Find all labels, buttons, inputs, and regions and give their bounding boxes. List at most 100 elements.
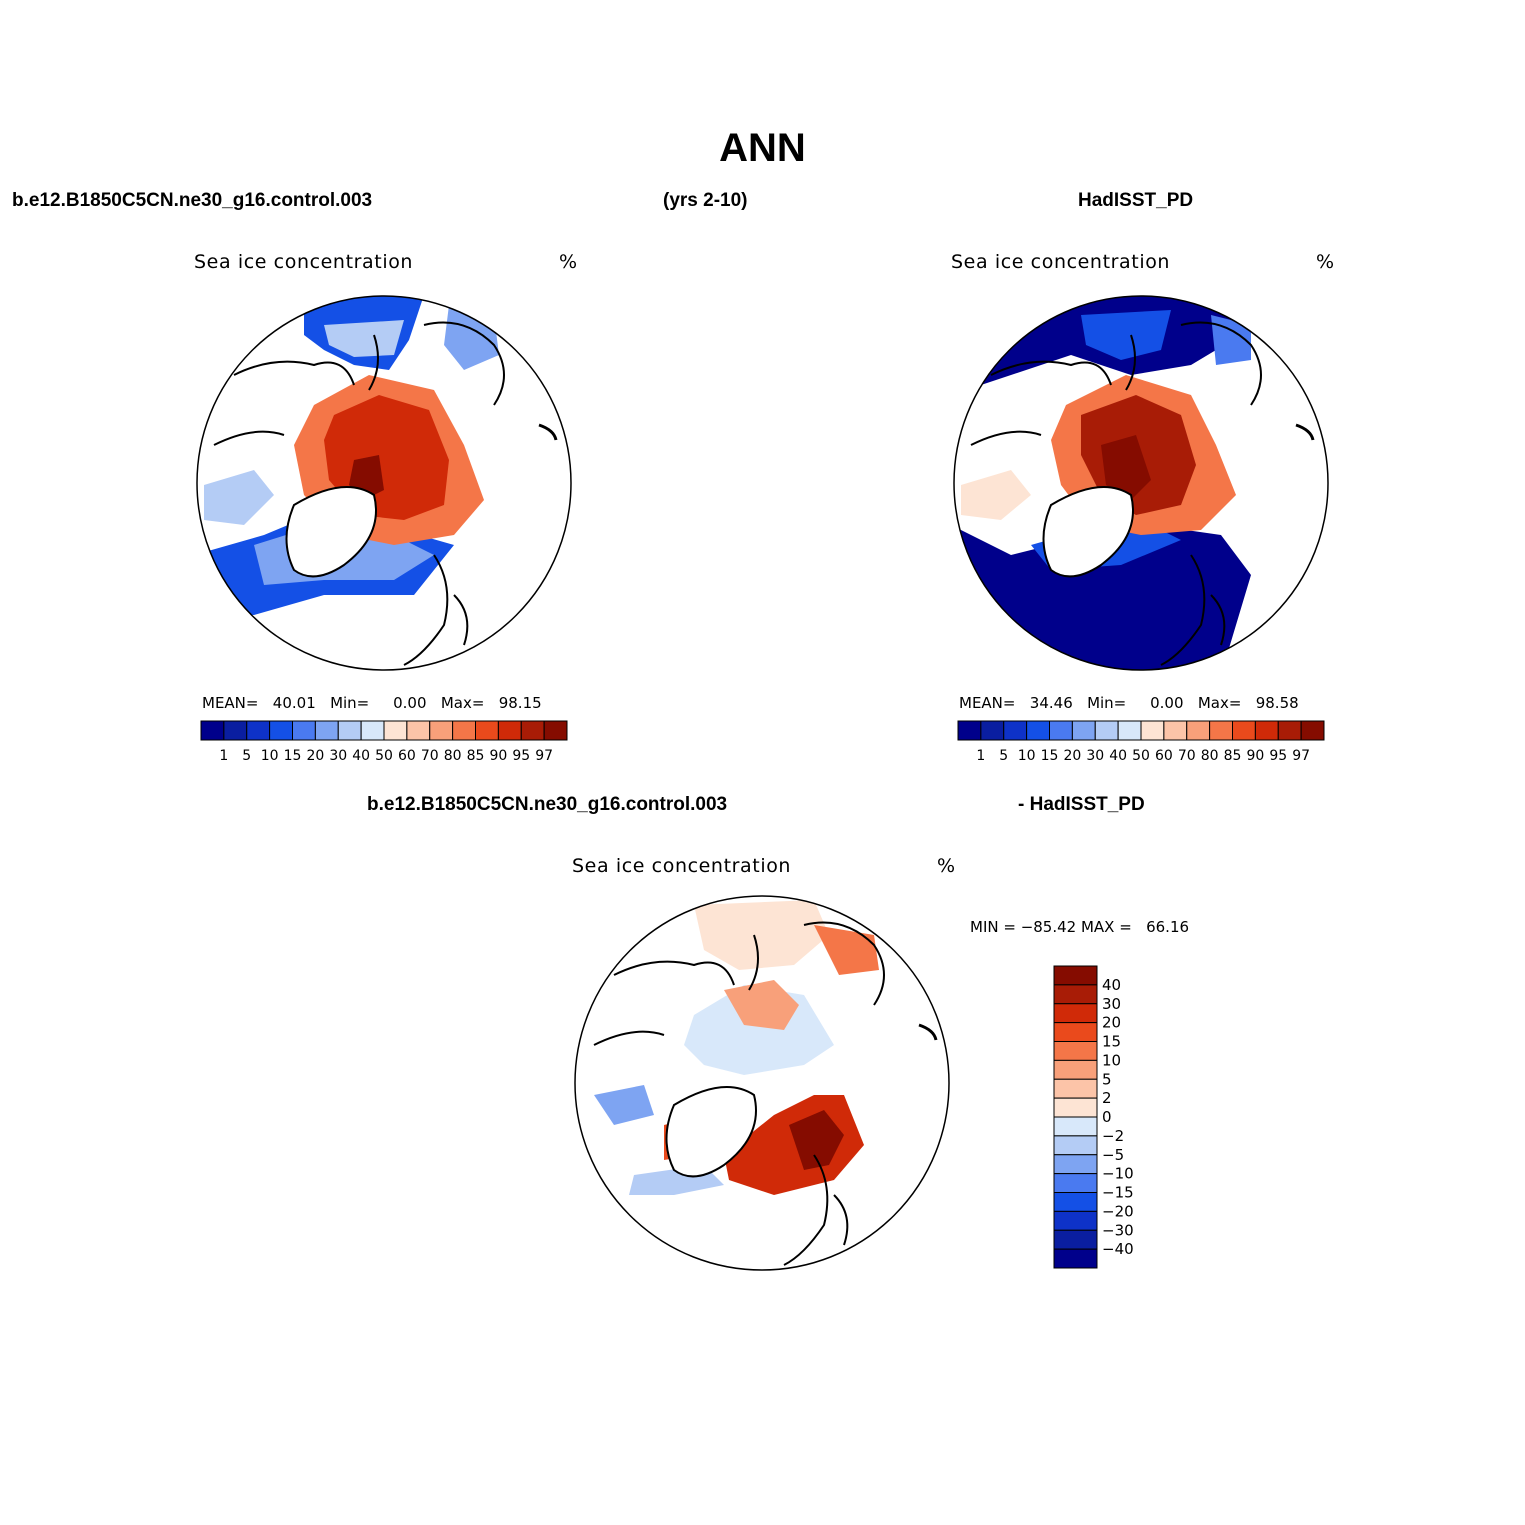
- greenland-outline: [1042, 486, 1134, 578]
- diff-field-title: Sea ice concentration: [572, 855, 792, 877]
- colorbar-swatch: [1186, 720, 1211, 741]
- colorbar-swatch: [200, 720, 225, 741]
- colorbar-swatch: [429, 720, 454, 741]
- scandinavia-outline: [403, 554, 469, 666]
- okhotsk-diff: [814, 925, 879, 975]
- model-polar-map: [196, 295, 572, 671]
- years-header: (yrs 2-10): [663, 190, 748, 211]
- panel1-max: 98.15: [498, 694, 542, 712]
- colorbar-tick-label: 85: [1224, 748, 1242, 764]
- colorbar-tick-label: −20: [1102, 1202, 1134, 1220]
- colorbar-tick-label: 90: [489, 748, 507, 764]
- colorbar-swatch: [980, 720, 1005, 741]
- baffin-ice: [204, 470, 274, 525]
- colorbar-swatch: [314, 720, 339, 741]
- colorbar-swatch: [1277, 720, 1302, 741]
- scandinavia-outline: [783, 1154, 849, 1266]
- bering-ice: [1081, 310, 1171, 360]
- case-name-header: b.e12.B1850C5CN.ne30_g16.control.003: [12, 190, 373, 211]
- colorbar-swatch: [360, 720, 385, 741]
- colorbar-swatch: [1053, 1003, 1098, 1024]
- coastline-west: [970, 360, 1112, 446]
- colorbar-swatch: [1163, 720, 1188, 741]
- colorbar-swatch: [1053, 1078, 1098, 1099]
- colorbar-tick-label: 30: [1086, 748, 1104, 764]
- colorbar-tick-label: −10: [1102, 1165, 1134, 1183]
- colorbar-swatch: [1232, 720, 1256, 741]
- colorbar-tick-label: 10: [1018, 748, 1036, 764]
- coastline-fragment: [1295, 423, 1315, 441]
- panel1-field-title: Sea ice concentration: [194, 251, 414, 273]
- colorbar-tick-label: 20: [306, 748, 324, 764]
- colorbar-swatch: [269, 720, 293, 741]
- colorbar-tick-label: 90: [1246, 748, 1264, 764]
- colorbar-swatch: [1209, 720, 1233, 741]
- panel1-stats: MEAN= 40.01 Min= 0.00 Max= 98.15: [202, 694, 542, 712]
- colorbar-tick-label: −15: [1102, 1184, 1134, 1202]
- diff-units: %: [937, 855, 956, 877]
- colorbar-swatch: [1053, 1041, 1098, 1061]
- diff-minmax: MIN = −85.42 MAX = 66.16: [970, 918, 1190, 936]
- colorbar-swatch: [1053, 1210, 1098, 1231]
- colorbar-swatch: [1053, 1192, 1098, 1212]
- colorbar-swatch: [1300, 720, 1325, 741]
- colorbar-swatch: [1254, 720, 1279, 741]
- okhotsk-ice: [1211, 315, 1251, 365]
- colorbar-tick-label: −5: [1102, 1146, 1124, 1164]
- colorbar-swatch: [475, 720, 499, 741]
- panel2-min: 0.00: [1150, 694, 1184, 712]
- colorbar-tick-label: 1: [976, 748, 985, 764]
- colorbar-swatch: [337, 720, 362, 741]
- colorbar-tick-label: 15: [1102, 1033, 1121, 1051]
- coastline-pacific: [1125, 321, 1262, 406]
- greenland-outline: [665, 1086, 757, 1178]
- colorbar-swatch: [497, 720, 522, 741]
- colorbar-tick-label: 97: [1292, 748, 1310, 764]
- colorbar-tick-label: 10: [261, 748, 279, 764]
- panel1-units: %: [559, 251, 578, 273]
- colorbar-swatch: [1026, 720, 1050, 741]
- bering-ice-inner: [324, 320, 404, 357]
- diff-case-header: b.e12.B1850C5CN.ne30_g16.control.003: [367, 794, 728, 815]
- obs-name-header: HadISST_PD: [1078, 190, 1194, 211]
- colorbar-swatch: [543, 720, 568, 741]
- beaufort-positive: [724, 980, 799, 1030]
- colorbar-tick-label: 40: [352, 748, 370, 764]
- colorbar-swatch: [1140, 720, 1165, 741]
- colorbar-swatch: [1053, 965, 1098, 986]
- baffin-negative: [594, 1085, 654, 1125]
- colorbar-tick-label: 95: [1269, 748, 1287, 764]
- colorbar-tick-label: 30: [1102, 995, 1121, 1013]
- coastline-pacific: [368, 321, 505, 406]
- colorbar-tick-label: 80: [444, 748, 462, 764]
- colorbar-swatch: [1053, 1116, 1098, 1137]
- colorbar-swatch: [383, 720, 408, 741]
- central-pack-max: [1101, 435, 1151, 500]
- main-title: ANN: [719, 126, 806, 170]
- colorbar-swatch: [1094, 720, 1119, 741]
- colorbar-tick-label: 60: [1155, 748, 1173, 764]
- panel1-mean: 40.01: [272, 694, 316, 712]
- colorbar-swatch: [1053, 1135, 1098, 1156]
- panel1-colorbar: 1 5 10 15 20 30 40 50 60 70 80 85 90 95 97: [200, 720, 568, 764]
- colorbar-swatch: [223, 720, 248, 741]
- colorbar-tick-label: 97: [535, 748, 553, 764]
- coastline-fragment: [538, 423, 558, 441]
- colorbar-swatch: [452, 720, 476, 741]
- colorbar-tick-label: 5: [1102, 1070, 1112, 1088]
- colorbar-swatch: [246, 720, 271, 741]
- colorbar-tick-label: 80: [1201, 748, 1219, 764]
- colorbar-swatch: [292, 720, 316, 741]
- colorbar-swatch: [1071, 720, 1096, 741]
- colorbar-swatch: [1117, 720, 1142, 741]
- colorbar-tick-label: 50: [1132, 748, 1150, 764]
- panel2-stats: MEAN= 34.46 Min= 0.00 Max= 98.58: [959, 694, 1299, 712]
- colorbar-swatch: [1053, 1097, 1098, 1118]
- colorbar-swatch: [1053, 1059, 1098, 1080]
- colorbar-tick-label: 40: [1109, 748, 1127, 764]
- colorbar-swatch: [1053, 1173, 1098, 1193]
- coastline-fragment: [918, 1023, 938, 1041]
- coastline-west: [593, 960, 735, 1046]
- colorbar-tick-label: 30: [329, 748, 347, 764]
